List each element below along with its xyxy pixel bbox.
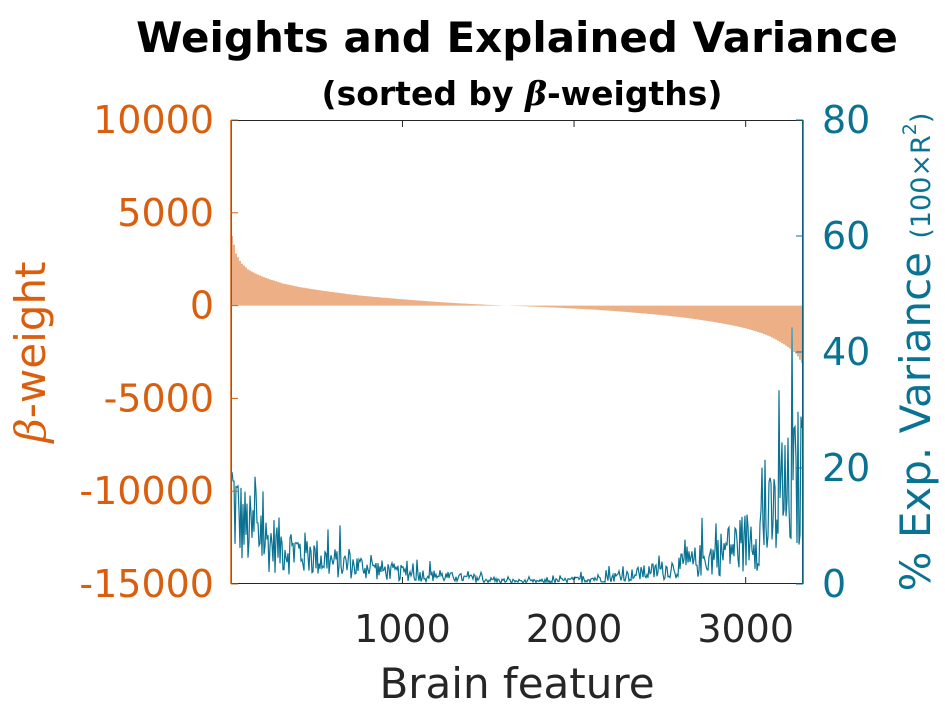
explained-variance-line: [231, 327, 803, 585]
left-y-tick-label: -5000: [104, 376, 214, 420]
left-y-axis-label: β-weight: [6, 261, 55, 444]
right-y-tick-label: 60: [822, 214, 870, 258]
left-y-tick-label: 0: [190, 284, 214, 328]
chart-subtitle-prefix: (sorted by: [322, 74, 526, 113]
right-y-axis-label: % Exp. Variance (100×R2): [891, 113, 940, 592]
x-axis-label: Brain feature: [379, 659, 654, 708]
left-y-tick-label: 5000: [117, 191, 214, 235]
right-y-tick-label: 40: [822, 330, 870, 374]
left-y-axis: 10000 5000 0 -5000 -10000 -15000: [79, 98, 238, 606]
x-tick-label: 1000: [354, 607, 451, 651]
x-axis: 1000 2000 3000: [354, 120, 794, 651]
right-y-axis-label-sup: 2: [899, 123, 921, 135]
right-y-axis-label-paren-close: ): [906, 113, 937, 124]
right-y-tick-label: 0: [822, 562, 846, 606]
left-y-axis-label-beta: β: [6, 418, 55, 444]
x-tick-label: 2000: [526, 607, 623, 651]
right-y-axis-label-main: % Exp. Variance: [891, 239, 940, 592]
left-y-tick-label: 10000: [93, 98, 214, 142]
chart-subtitle: (sorted by β-weigths): [322, 74, 723, 113]
chart-title: Weights and Explained Variance: [136, 13, 898, 62]
right-y-tick-label: 20: [822, 446, 870, 490]
left-y-tick-label: -15000: [79, 562, 214, 606]
x-tick-label: 3000: [697, 607, 794, 651]
right-y-tick-label: 80: [822, 98, 870, 142]
left-y-axis-label-suffix: -weight: [6, 261, 55, 418]
left-y-tick-label: -10000: [79, 469, 214, 513]
right-y-axis-label-paren-open: (100×R: [906, 135, 937, 238]
beta-weight-bars: [231, 235, 803, 364]
plot-area: [231, 235, 803, 585]
chart-subtitle-suffix: -weigths): [547, 74, 723, 113]
chart-subtitle-beta: β: [523, 74, 547, 113]
right-y-axis: 0 20 40 60 80: [796, 98, 870, 606]
plot-frame: [231, 120, 803, 584]
